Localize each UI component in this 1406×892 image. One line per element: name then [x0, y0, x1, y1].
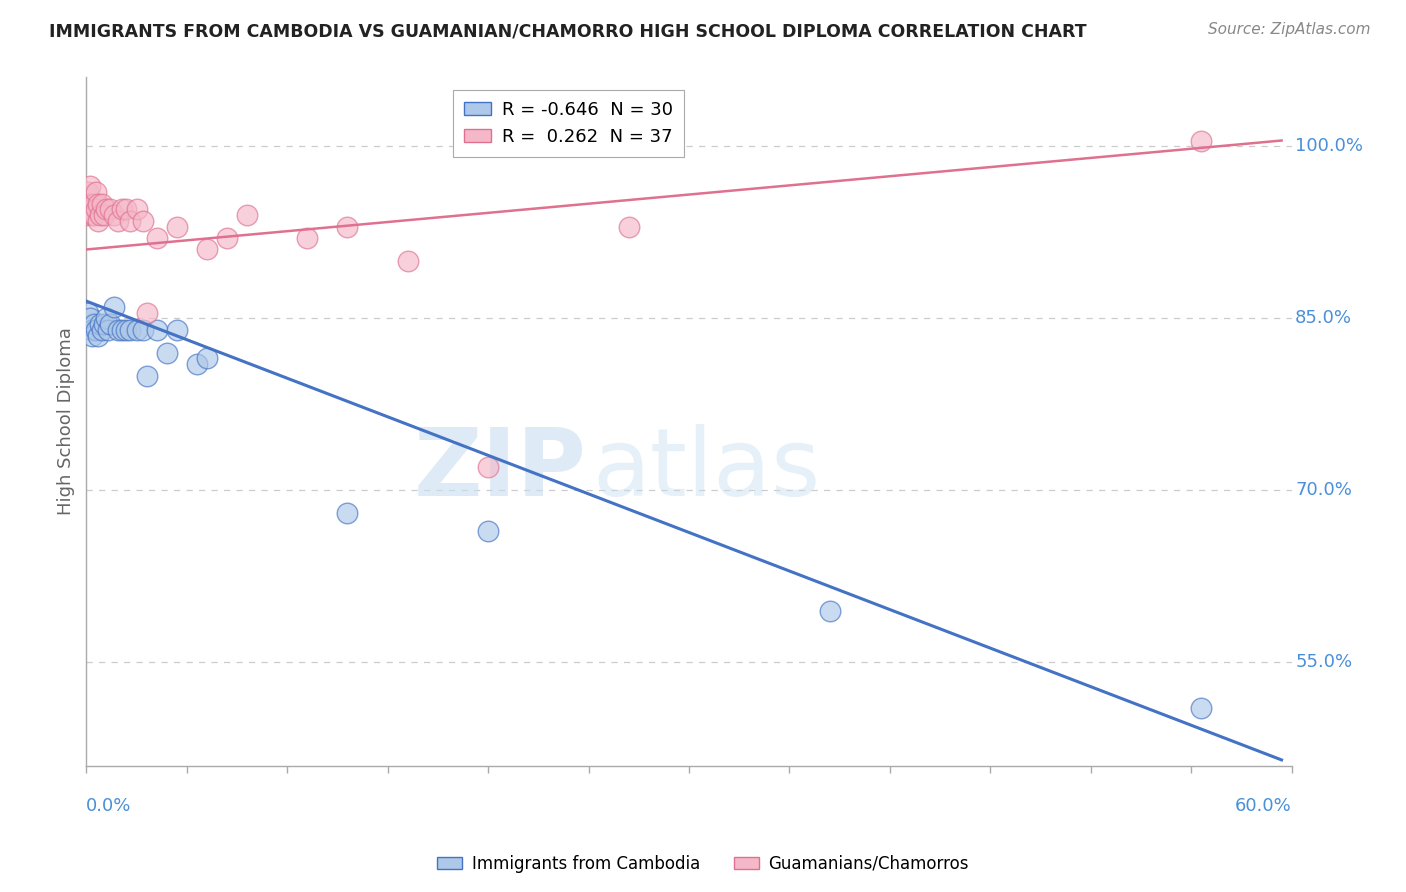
Point	[617, 219, 640, 234]
Point	[336, 506, 359, 520]
Point	[82, 323, 104, 337]
Legend: Immigrants from Cambodia, Guamanians/Chamorros: Immigrants from Cambodia, Guamanians/Cha…	[430, 848, 976, 880]
Point	[79, 179, 101, 194]
Point	[186, 357, 208, 371]
Point	[125, 202, 148, 217]
Point	[77, 185, 100, 199]
Point	[93, 317, 115, 331]
Point	[195, 243, 218, 257]
Text: ZIP: ZIP	[413, 424, 586, 516]
Point	[135, 305, 157, 319]
Point	[91, 196, 114, 211]
Point	[103, 300, 125, 314]
Text: Source: ZipAtlas.com: Source: ZipAtlas.com	[1208, 22, 1371, 37]
Point	[195, 351, 218, 366]
Point	[120, 214, 142, 228]
Point	[107, 323, 129, 337]
Point	[1189, 134, 1212, 148]
Point	[477, 460, 499, 475]
Point	[82, 328, 104, 343]
Point	[297, 231, 319, 245]
Point	[87, 328, 110, 343]
Point	[96, 202, 118, 217]
Text: IMMIGRANTS FROM CAMBODIA VS GUAMANIAN/CHAMORRO HIGH SCHOOL DIPLOMA CORRELATION C: IMMIGRANTS FROM CAMBODIA VS GUAMANIAN/CH…	[49, 22, 1087, 40]
Text: 70.0%: 70.0%	[1295, 482, 1353, 500]
Point	[86, 323, 108, 337]
Point	[82, 202, 104, 217]
Point	[145, 231, 167, 245]
Text: 100.0%: 100.0%	[1295, 137, 1364, 155]
Point	[96, 311, 118, 326]
Legend: R = -0.646  N = 30, R =  0.262  N = 37: R = -0.646 N = 30, R = 0.262 N = 37	[453, 90, 683, 157]
Point	[89, 317, 111, 331]
Point	[818, 604, 841, 618]
Point	[156, 345, 179, 359]
Point	[1189, 701, 1212, 715]
Y-axis label: High School Diploma: High School Diploma	[58, 327, 75, 516]
Point	[111, 202, 134, 217]
Point	[83, 208, 105, 222]
Point	[135, 368, 157, 383]
Text: 85.0%: 85.0%	[1295, 310, 1353, 327]
Point	[115, 323, 138, 337]
Point	[145, 323, 167, 337]
Point	[79, 311, 101, 326]
Point	[97, 323, 120, 337]
Point	[125, 323, 148, 337]
Point	[87, 196, 110, 211]
Point	[115, 202, 138, 217]
Point	[215, 231, 238, 245]
Point	[87, 214, 110, 228]
Point	[131, 214, 153, 228]
Point	[86, 202, 108, 217]
Point	[86, 185, 108, 199]
Point	[236, 208, 259, 222]
Point	[79, 196, 101, 211]
Point	[91, 323, 114, 337]
Text: 0.0%: 0.0%	[86, 797, 132, 814]
Point	[93, 208, 115, 222]
Point	[83, 317, 105, 331]
Text: atlas: atlas	[592, 424, 821, 516]
Point	[131, 323, 153, 337]
Point	[336, 219, 359, 234]
Point	[107, 214, 129, 228]
Point	[77, 305, 100, 319]
Point	[477, 524, 499, 538]
Point	[75, 208, 97, 222]
Point	[120, 323, 142, 337]
Point	[100, 202, 122, 217]
Point	[111, 323, 134, 337]
Point	[82, 208, 104, 222]
Point	[77, 202, 100, 217]
Point	[83, 196, 105, 211]
Point	[103, 208, 125, 222]
Point	[166, 219, 188, 234]
Point	[89, 208, 111, 222]
Point	[100, 317, 122, 331]
Text: 60.0%: 60.0%	[1234, 797, 1292, 814]
Text: 55.0%: 55.0%	[1295, 654, 1353, 672]
Point	[396, 254, 419, 268]
Point	[166, 323, 188, 337]
